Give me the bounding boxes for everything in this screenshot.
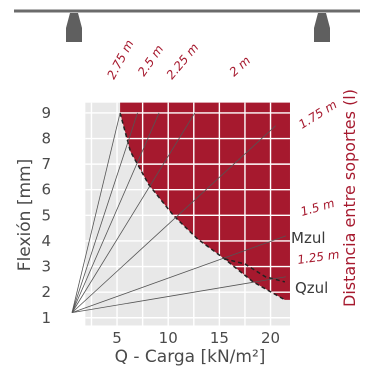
span-line [71, 112, 160, 313]
x-tick-labels: 5 10 15 20 [112, 329, 280, 347]
beam-diagram [14, 9, 360, 42]
left-support-icon [66, 13, 82, 42]
mzul-label: Mzul [291, 229, 326, 247]
x-axis-label: Q - Carga [kN/m²] [115, 347, 266, 367]
span-label: 1.5 m [299, 196, 336, 219]
x-tick-label: 15 [210, 329, 229, 347]
y-tick-label: 7 [41, 155, 51, 173]
x-tick-label: 5 [112, 329, 122, 347]
span-label: 1.75 m [296, 97, 339, 131]
qzul-label: Qzul [295, 279, 328, 297]
span-line [71, 235, 287, 314]
span-lines [71, 112, 287, 314]
x-tick-label: 20 [261, 329, 280, 347]
span-line [71, 276, 286, 314]
span-line [71, 125, 276, 313]
y-axis-label: Flexión [mm] [15, 159, 35, 271]
x-tick-label: 10 [159, 329, 178, 347]
mzul-curve [224, 258, 286, 283]
right-support-icon [314, 13, 330, 42]
span-label: 2.25 m [164, 41, 202, 82]
span-line [71, 112, 121, 313]
span-line [71, 112, 196, 313]
span-label: 1.25 m [296, 247, 340, 267]
span-label: 2.5 m [135, 42, 166, 78]
y-tick-label: 5 [41, 206, 51, 224]
y-tick-label: 8 [41, 130, 51, 148]
y-tick-label: 6 [41, 181, 51, 199]
grid-lines [85, 102, 290, 326]
y-tick-label: 1 [41, 309, 51, 327]
span-label: 2 m [227, 53, 254, 79]
y-tick-label: 3 [41, 258, 51, 276]
span-axis-label: Distancia entre soportes (l) [340, 89, 359, 307]
qzul-curve [119, 112, 286, 301]
span-line [71, 112, 138, 313]
plot-area: 1 2 3 4 5 6 7 8 9 5 10 15 20 2.75 m2.5 m2.25 m 2 m 1.… [41, 38, 340, 347]
y-tick-label: 9 [41, 104, 51, 122]
span-label: 2.75 m [104, 38, 136, 82]
y-tick-label: 4 [41, 232, 51, 250]
y-tick-label: 2 [41, 283, 51, 301]
y-tick-labels: 1 2 3 4 5 6 7 8 9 [41, 104, 51, 327]
